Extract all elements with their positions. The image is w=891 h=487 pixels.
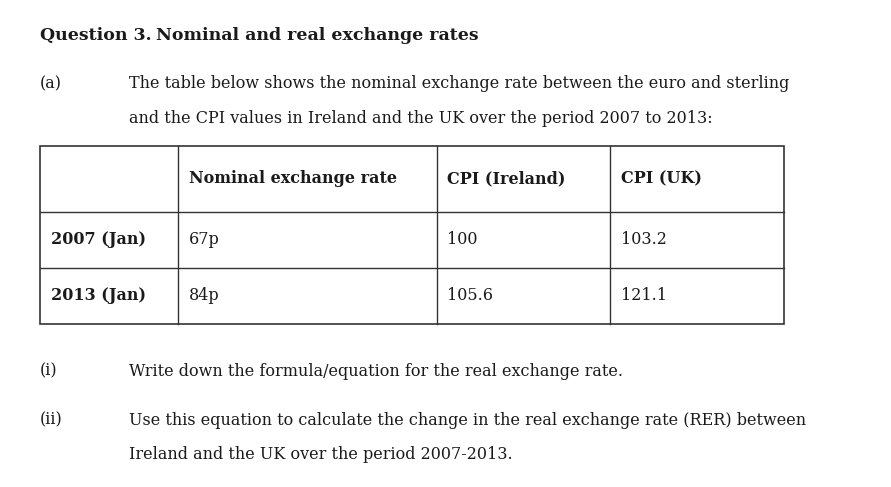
Text: (ii): (ii) xyxy=(40,412,63,429)
Text: 84p: 84p xyxy=(189,287,219,304)
Text: 103.2: 103.2 xyxy=(621,231,666,248)
Text: (i): (i) xyxy=(40,363,58,380)
Text: 67p: 67p xyxy=(189,231,220,248)
Text: Ireland and the UK over the period 2007-2013.: Ireland and the UK over the period 2007-… xyxy=(129,446,513,463)
Text: 105.6: 105.6 xyxy=(447,287,494,304)
Bar xyxy=(40,146,784,324)
Text: CPI (Ireland): CPI (Ireland) xyxy=(447,170,566,187)
Text: 100: 100 xyxy=(447,231,478,248)
Text: Use this equation to calculate the change in the real exchange rate (RER) betwee: Use this equation to calculate the chang… xyxy=(129,412,806,429)
Text: 121.1: 121.1 xyxy=(621,287,667,304)
Text: The table below shows the nominal exchange rate between the euro and sterling: The table below shows the nominal exchan… xyxy=(129,75,789,93)
Text: 2007 (Jan): 2007 (Jan) xyxy=(51,231,146,248)
Text: Question 3.: Question 3. xyxy=(40,27,151,44)
Text: and the CPI values in Ireland and the UK over the period 2007 to 2013:: and the CPI values in Ireland and the UK… xyxy=(129,110,713,127)
Text: Write down the formula/equation for the real exchange rate.: Write down the formula/equation for the … xyxy=(129,363,623,380)
Text: Nominal and real exchange rates: Nominal and real exchange rates xyxy=(156,27,478,44)
Text: (a): (a) xyxy=(40,75,62,93)
Text: 2013 (Jan): 2013 (Jan) xyxy=(51,287,146,304)
Text: CPI (UK): CPI (UK) xyxy=(621,170,702,187)
Text: Nominal exchange rate: Nominal exchange rate xyxy=(189,170,396,187)
